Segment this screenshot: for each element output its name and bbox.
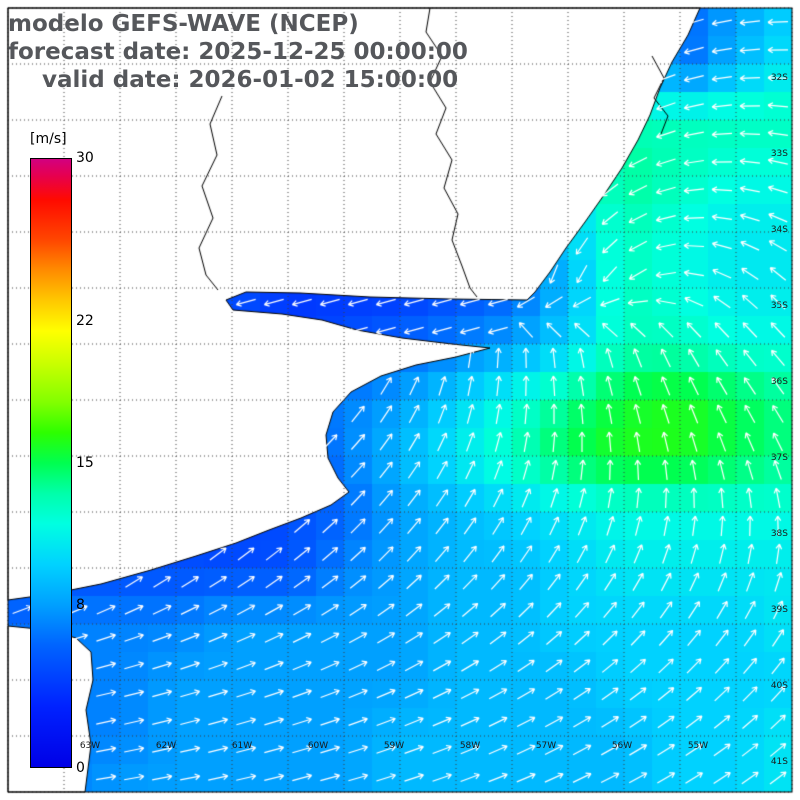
title-block: modelo GEFS-WAVE (NCEP) forecast date: 2…: [8, 10, 468, 94]
legend-tick-label: 0: [76, 760, 85, 776]
latitude-label: 39S: [770, 605, 788, 615]
legend-colorbar: [30, 158, 72, 768]
longitude-label: 58W: [459, 741, 481, 751]
latitude-label: 35S: [770, 301, 788, 311]
longitude-label: 57W: [535, 741, 557, 751]
legend-unit-label: [m/s]: [30, 131, 67, 147]
legend-tick-label: 8: [76, 597, 85, 614]
longitude-label: 60W: [307, 741, 329, 751]
latitude-label: 37S: [770, 453, 788, 463]
latitude-label: 38S: [770, 529, 788, 539]
latitude-label: 40S: [770, 681, 788, 691]
model-title: modelo GEFS-WAVE (NCEP): [8, 11, 359, 37]
forecast-date-label: forecast date: 2025-12-25 00:00:00: [8, 39, 468, 65]
latitude-label: 36S: [770, 377, 788, 387]
legend-tick-label: 22: [76, 312, 94, 329]
legend-tick-label: 30: [76, 150, 94, 166]
longitude-label: 62W: [155, 741, 177, 751]
latitude-label: 41S: [770, 757, 788, 767]
latitude-label: 33S: [770, 149, 788, 159]
longitude-label: 55W: [687, 741, 709, 751]
latitude-label: 34S: [770, 225, 788, 235]
longitude-label: 59W: [383, 741, 405, 751]
legend-tick-label: 15: [76, 455, 94, 471]
valid-date-label: valid date: 2026-01-02 15:00:00: [42, 67, 459, 93]
latitude-label: 32S: [770, 73, 788, 83]
longitude-label: 61W: [231, 741, 253, 751]
longitude-label: 56W: [611, 741, 633, 751]
longitude-label: 63W: [79, 741, 101, 751]
